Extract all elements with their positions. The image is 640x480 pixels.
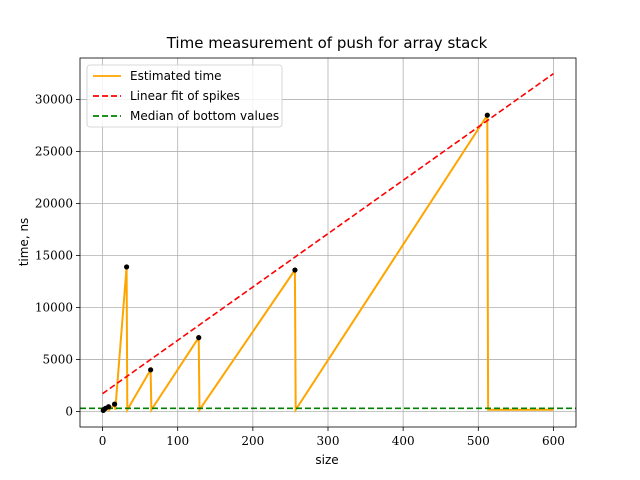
y-tick-label: 0 <box>65 404 73 418</box>
y-tick-label: 25000 <box>35 145 73 159</box>
grid <box>80 58 576 427</box>
x-axis: 0 100 200 300 400 500 600 <box>99 427 565 448</box>
y-tick-label: 10000 <box>35 300 73 314</box>
legend: Estimated time Linear fit of spikes Median… <box>86 64 283 128</box>
legend-item-median: Median of bottom values <box>130 109 279 123</box>
spike-point <box>484 112 490 118</box>
y-axis: 0 5000 10000 15000 20000 25000 30000 <box>35 93 80 418</box>
x-tick-label: 600 <box>542 434 565 448</box>
x-tick-label: 200 <box>241 434 264 448</box>
spike-point <box>111 401 118 407</box>
x-tick-label: 0 <box>99 434 107 448</box>
y-tick-label: 15000 <box>35 248 73 262</box>
y-axis-label: time, ns <box>17 218 31 267</box>
x-tick-label: 100 <box>166 434 189 448</box>
legend-box <box>86 64 283 128</box>
x-tick-label: 300 <box>317 434 340 448</box>
y-tick-label: 30000 <box>35 93 73 107</box>
y-tick-label: 20000 <box>35 197 73 211</box>
linear-fit-line <box>102 72 554 395</box>
legend-item-linear-fit: Linear fit of spikes <box>130 89 240 103</box>
spike-point <box>292 267 298 273</box>
spike-point <box>148 367 154 373</box>
spike-point <box>105 404 112 410</box>
x-axis-label: size <box>315 453 338 467</box>
x-tick-label: 500 <box>467 434 490 448</box>
plot-area <box>80 72 576 414</box>
legend-item-estimated-time: Estimated time <box>130 69 222 83</box>
x-tick-label: 400 <box>392 434 415 448</box>
spike-point <box>196 335 202 341</box>
estimated-time-line <box>102 111 554 414</box>
spike-point <box>123 264 130 270</box>
y-tick-label: 5000 <box>42 352 73 366</box>
chart-title: Time measurement of push for array stack <box>166 34 488 52</box>
